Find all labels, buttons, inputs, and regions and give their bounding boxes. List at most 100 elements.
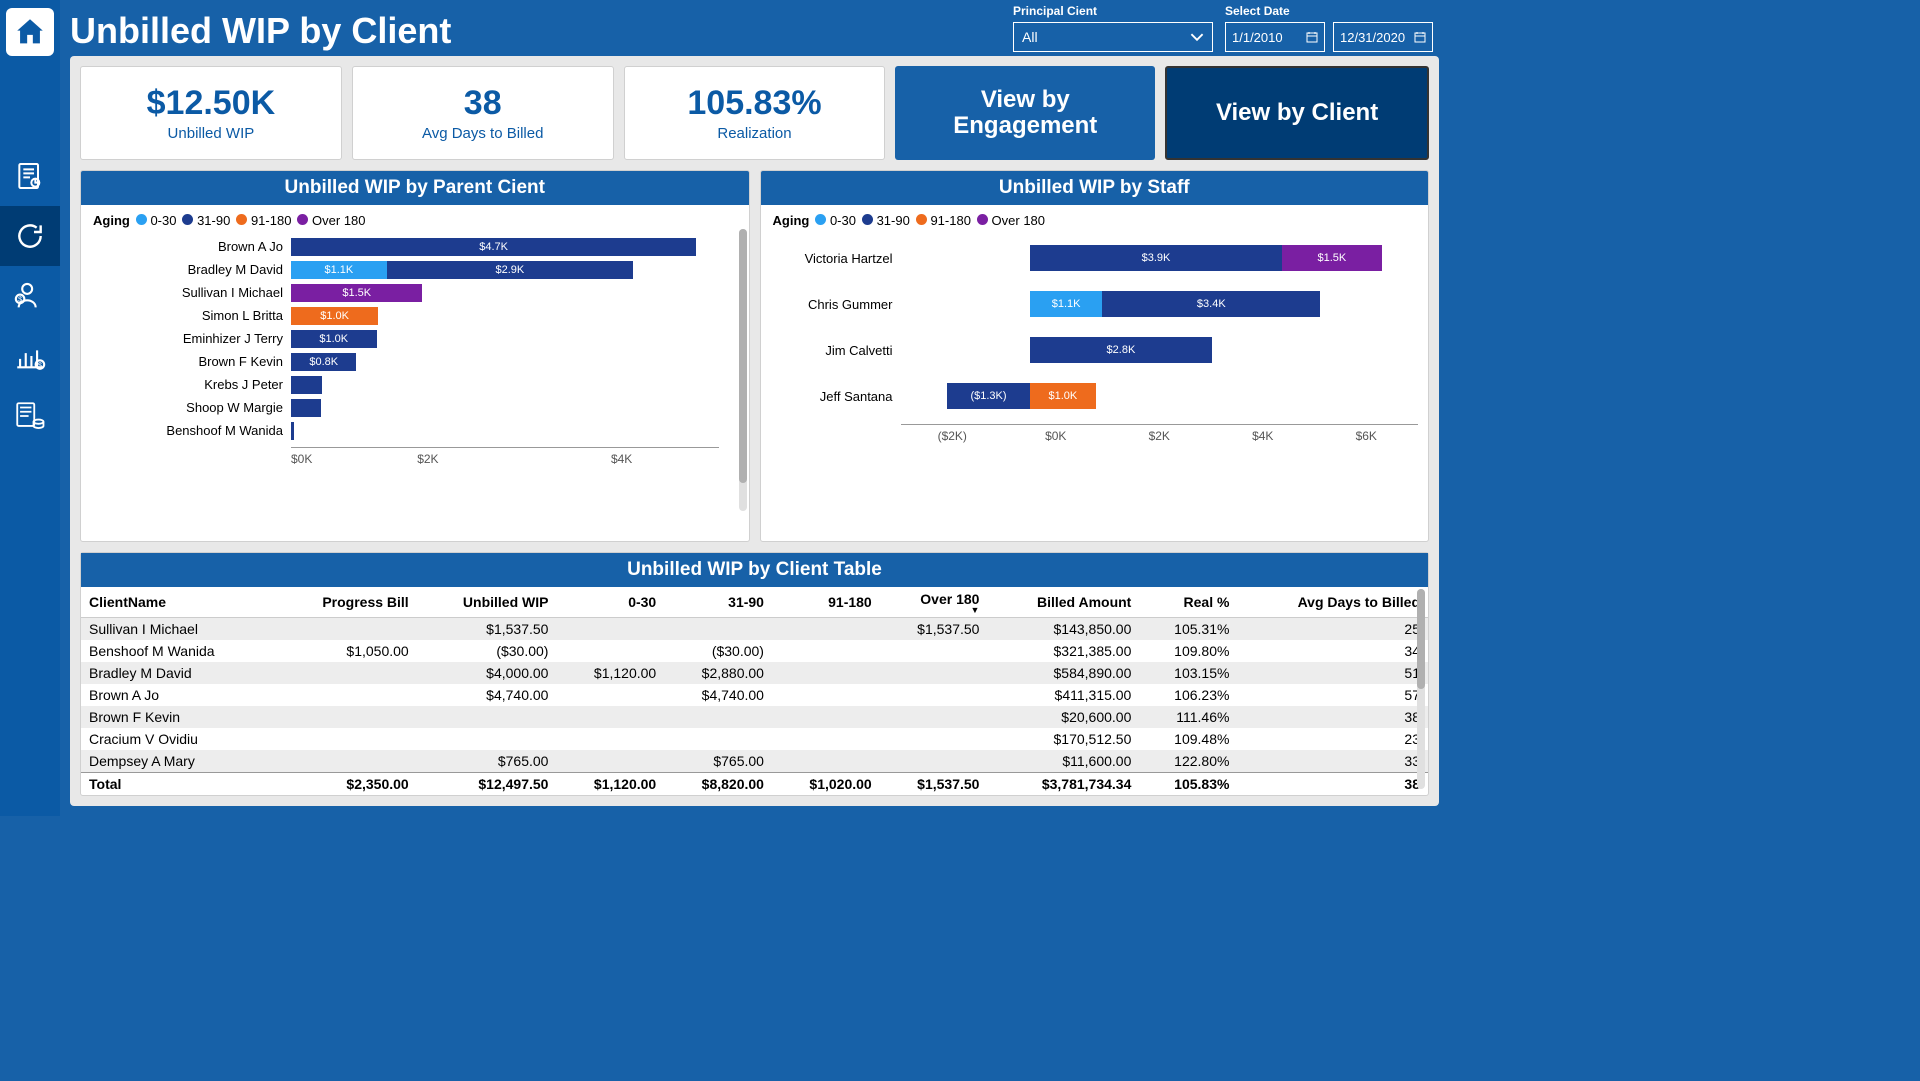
bar-segment: $2.8K — [1030, 337, 1212, 363]
sidebar: $ $ — [0, 0, 60, 816]
bar-category-label: Benshoof M Wanida — [91, 423, 291, 438]
bar-segment: $4.7K — [291, 238, 696, 256]
bar-segment: $1.0K — [291, 330, 377, 348]
kpi-card: $12.50K Unbilled WIP — [80, 66, 342, 160]
x-axis-tick: $6K — [1315, 429, 1419, 443]
bar-segment: $3.9K — [1030, 245, 1282, 271]
bar-category-label: Brown F Kevin — [91, 354, 291, 369]
table-header[interactable]: Unbilled WIP — [417, 587, 557, 618]
table-row[interactable]: Bradley M David$4,000.00$1,120.00$2,880.… — [81, 662, 1428, 684]
bar-segment — [291, 399, 321, 417]
x-axis-tick: $4K — [1211, 429, 1315, 443]
chart-bar-row[interactable]: Jeff Santana ($1.3K)$1.0K — [771, 374, 1419, 418]
chart-bar-row[interactable]: Brown A Jo$4.7K — [91, 236, 739, 257]
chart-bar-row[interactable]: Victoria Hartzel $3.9K$1.5K — [771, 236, 1419, 280]
nav-refresh-icon[interactable] — [0, 206, 60, 266]
bar-category-label: Victoria Hartzel — [771, 251, 901, 266]
nav-chart-money-icon[interactable]: $ — [0, 326, 60, 386]
date-from-input[interactable]: 1/1/2010 — [1225, 22, 1325, 52]
table-header[interactable]: Billed Amount — [987, 587, 1139, 618]
chart-bar-row[interactable]: Sullivan I Michael$1.5K — [91, 282, 739, 303]
legend-title: Aging — [773, 213, 810, 228]
x-axis-tick: $2K — [1108, 429, 1212, 443]
client-table: ClientNameProgress BillUnbilled WIP0-303… — [81, 587, 1428, 795]
date-to-input[interactable]: 12/31/2020 — [1333, 22, 1433, 52]
bar-segment: $3.4K — [1102, 291, 1320, 317]
bar-category-label: Jeff Santana — [771, 389, 901, 404]
table-row[interactable]: Sullivan I Michael$1,537.50$1,537.50$143… — [81, 618, 1428, 641]
view-by-engagement-button[interactable]: View byEngagement — [895, 66, 1155, 160]
chart-bar-row[interactable]: Simon L Britta$1.0K — [91, 305, 739, 326]
table-total-row: Total$2,350.00$12,497.50$1,120.00$8,820.… — [81, 773, 1428, 796]
table-header[interactable]: Progress Bill — [276, 587, 417, 618]
legend-item: 31-90 — [862, 213, 910, 228]
bar-category-label: Jim Calvetti — [771, 343, 901, 358]
chart-bar-row[interactable]: Jim Calvetti $2.8K — [771, 328, 1419, 372]
bar-segment: $1.1K — [1030, 291, 1102, 317]
table-header[interactable]: 0-30 — [556, 587, 664, 618]
kpi-card: 105.83%Realization — [624, 66, 886, 160]
staff-chart-title: Unbilled WIP by Staff — [761, 171, 1429, 205]
chart-bar-row[interactable]: Eminhizer J Terry$1.0K — [91, 328, 739, 349]
bar-segment: $0.8K — [291, 353, 356, 371]
legend-item: Over 180 — [297, 213, 365, 228]
bar-segment: $1.0K — [1030, 383, 1096, 409]
chevron-down-icon — [1190, 30, 1204, 44]
chart-bar-row[interactable]: Chris Gummer $1.1K$3.4K — [771, 282, 1419, 326]
legend-item: 0-30 — [136, 213, 177, 228]
x-axis-tick: $0K — [1004, 429, 1108, 443]
chart-bar-row[interactable]: Shoop W Margie — [91, 397, 739, 418]
principal-client-label: Principal Cient — [1013, 4, 1213, 18]
nav-report-icon[interactable] — [0, 146, 60, 206]
kpi-value: $12.50K — [147, 84, 276, 123]
table-row[interactable]: Brown A Jo$4,740.00$4,740.00$411,315.001… — [81, 684, 1428, 706]
home-icon — [13, 15, 47, 49]
table-row[interactable]: Benshoof M Wanida$1,050.00($30.00)($30.0… — [81, 640, 1428, 662]
kpi-value: 38 — [464, 84, 502, 123]
parent-client-chart-panel: Unbilled WIP by Parent Cient Aging 0-30 … — [80, 170, 750, 542]
table-header[interactable]: Over 180▼ — [880, 587, 988, 618]
principal-client-dropdown[interactable]: All — [1013, 22, 1213, 52]
bar-segment: $1.5K — [1282, 245, 1381, 271]
chart-bar-row[interactable]: Benshoof M Wanida — [91, 420, 739, 441]
svg-text:$: $ — [18, 296, 22, 304]
home-button[interactable] — [6, 8, 54, 56]
bar-segment: $1.1K — [291, 261, 387, 279]
chart-bar-row[interactable]: Brown F Kevin$0.8K — [91, 351, 739, 372]
table-header[interactable]: Avg Days to Billed — [1237, 587, 1428, 618]
table-header[interactable]: 91-180 — [772, 587, 880, 618]
view-by-client-button[interactable]: View by Client — [1165, 66, 1429, 160]
nav-report-coins-icon[interactable] — [0, 386, 60, 446]
table-title: Unbilled WIP by Client Table — [81, 553, 1428, 587]
bar-category-label: Eminhizer J Terry — [91, 331, 291, 346]
legend-title: Aging — [93, 213, 130, 228]
chart-bar-row[interactable]: Krebs J Peter — [91, 374, 739, 395]
legend-item: Over 180 — [977, 213, 1045, 228]
bar-segment — [291, 376, 322, 394]
kpi-label: Unbilled WIP — [168, 125, 255, 142]
chart-bar-row[interactable]: Bradley M David$1.1K$2.9K — [91, 259, 739, 280]
table-header[interactable]: Real % — [1139, 587, 1237, 618]
table-row[interactable]: Dempsey A Mary$765.00$765.00$11,600.0012… — [81, 750, 1428, 773]
table-header[interactable]: 31-90 — [664, 587, 772, 618]
legend-item: 91-180 — [916, 213, 971, 228]
bar-category-label: Sullivan I Michael — [91, 285, 291, 300]
table-row[interactable]: Cracium V Ovidiu$170,512.50109.48%23 — [81, 728, 1428, 750]
page-title: Unbilled WIP by Client — [70, 10, 451, 52]
bar-category-label: Chris Gummer — [771, 297, 901, 312]
bar-category-label: Simon L Britta — [91, 308, 291, 323]
bar-segment: $2.9K — [387, 261, 633, 279]
bar-segment: ($1.3K) — [947, 383, 1030, 409]
table-header[interactable]: ClientName — [81, 587, 276, 618]
nav-user-money-icon[interactable]: $ — [0, 266, 60, 326]
bar-category-label: Bradley M David — [91, 262, 291, 277]
bar-category-label: Shoop W Margie — [91, 400, 291, 415]
table-scrollbar[interactable] — [1417, 589, 1425, 789]
bar-segment — [291, 422, 294, 440]
client-table-panel: Unbilled WIP by Client Table ClientNameP… — [80, 552, 1429, 796]
parent-chart-scrollbar[interactable] — [739, 229, 747, 511]
x-axis-tick: $0K — [291, 452, 331, 466]
x-axis-tick: ($2K) — [901, 429, 1005, 443]
calendar-icon — [1414, 31, 1426, 43]
table-row[interactable]: Brown F Kevin$20,600.00111.46%38 — [81, 706, 1428, 728]
